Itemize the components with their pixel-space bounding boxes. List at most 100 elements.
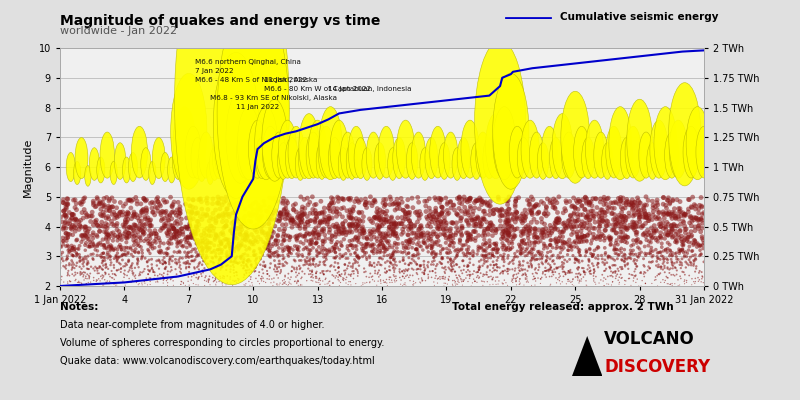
Point xyxy=(131,215,144,221)
Point xyxy=(436,274,449,280)
Point xyxy=(75,280,88,287)
Point xyxy=(404,239,417,245)
Point xyxy=(638,273,650,280)
Point xyxy=(90,222,103,228)
Point xyxy=(475,221,488,227)
Point xyxy=(550,245,562,252)
Point xyxy=(188,266,201,272)
Point xyxy=(587,215,600,222)
Point xyxy=(390,221,402,228)
Point xyxy=(645,232,658,238)
Point xyxy=(82,213,95,219)
Point xyxy=(245,274,258,280)
Point xyxy=(686,248,699,254)
Point xyxy=(318,228,330,234)
Point xyxy=(570,270,582,277)
Point xyxy=(450,254,462,260)
Point xyxy=(58,207,71,213)
Point xyxy=(66,211,79,218)
Point xyxy=(578,194,591,201)
Point xyxy=(402,232,414,238)
Point xyxy=(293,215,306,222)
Point xyxy=(131,256,144,262)
Point xyxy=(663,242,676,248)
Point xyxy=(478,247,490,253)
Point xyxy=(670,271,683,278)
Point xyxy=(509,202,522,208)
Point xyxy=(540,212,553,219)
Point xyxy=(303,257,316,264)
Point xyxy=(486,222,498,228)
Point xyxy=(181,226,194,232)
Point xyxy=(229,229,242,236)
Point xyxy=(662,210,674,217)
Ellipse shape xyxy=(278,143,289,179)
Point xyxy=(556,238,569,244)
Point xyxy=(598,209,610,216)
Point xyxy=(339,232,352,238)
Point xyxy=(402,274,415,280)
Point xyxy=(445,260,458,266)
Point xyxy=(361,236,374,242)
Point xyxy=(390,196,403,202)
Point xyxy=(215,263,228,270)
Point xyxy=(476,232,489,239)
Point xyxy=(202,206,214,213)
Point xyxy=(317,251,330,257)
Point xyxy=(221,280,234,286)
Point xyxy=(214,238,226,244)
Ellipse shape xyxy=(650,120,668,178)
Point xyxy=(610,273,622,279)
Point xyxy=(687,216,700,223)
Point xyxy=(125,225,138,231)
Point xyxy=(625,243,638,249)
Point xyxy=(651,238,664,245)
Point xyxy=(327,222,340,228)
Point xyxy=(83,244,96,250)
Point xyxy=(250,237,262,244)
Point xyxy=(304,256,317,262)
Point xyxy=(557,220,570,227)
Point xyxy=(234,231,246,238)
Point xyxy=(217,212,230,219)
Point xyxy=(386,265,399,272)
Point xyxy=(498,222,511,229)
Point xyxy=(620,225,633,232)
Point xyxy=(610,275,622,282)
Point xyxy=(80,234,93,240)
Point xyxy=(208,278,221,284)
Point xyxy=(355,209,368,216)
Point xyxy=(285,274,298,280)
Point xyxy=(634,212,646,218)
Point xyxy=(462,232,474,238)
Point xyxy=(597,217,610,224)
Point xyxy=(414,231,427,238)
Point xyxy=(174,278,187,285)
Point xyxy=(597,278,610,284)
Point xyxy=(511,248,524,254)
Point xyxy=(99,262,112,268)
Point xyxy=(695,203,708,209)
Point xyxy=(264,211,277,218)
Ellipse shape xyxy=(461,120,479,178)
Point xyxy=(181,244,194,251)
Point xyxy=(404,260,417,266)
Point xyxy=(550,216,563,222)
Point xyxy=(489,278,502,284)
Point xyxy=(60,238,73,244)
Point xyxy=(133,271,146,277)
Point xyxy=(79,247,92,254)
Point xyxy=(219,209,232,216)
Point xyxy=(380,268,393,274)
Point xyxy=(355,283,368,289)
Point xyxy=(230,208,243,214)
Point xyxy=(121,213,134,219)
Point xyxy=(286,215,298,221)
Point xyxy=(442,264,455,271)
Point xyxy=(571,274,584,280)
Point xyxy=(233,240,246,247)
Point xyxy=(279,244,292,250)
Point xyxy=(237,251,250,258)
Point xyxy=(162,268,174,274)
Point xyxy=(697,245,710,252)
